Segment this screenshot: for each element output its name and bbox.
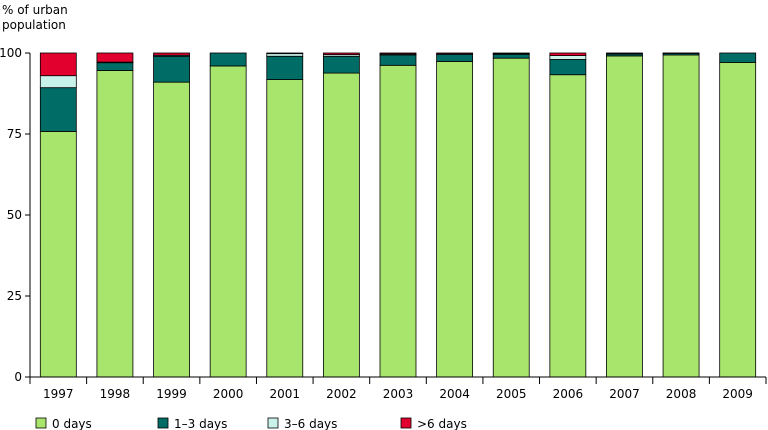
x-tick-label: 2001: [269, 387, 300, 401]
bar-segment: [492, 52, 530, 55]
x-tick-label: 1998: [100, 387, 131, 401]
bar-segment: [662, 54, 700, 378]
x-tick-label: 2009: [722, 387, 753, 401]
y-axis-label-line1: % of urban: [2, 3, 68, 17]
legend-label: >6 days: [417, 417, 467, 430]
bar-segment: [436, 52, 474, 55]
bar-stack-1999: [153, 52, 190, 378]
x-tick-label: 1997: [43, 387, 74, 401]
x-tick-label: 2003: [383, 387, 414, 401]
bar-segment: [209, 65, 247, 378]
bar-segment: [436, 53, 474, 62]
bars-group: [39, 52, 757, 378]
bar-segment: [153, 55, 190, 83]
bar-segment: [266, 52, 304, 55]
legend-item: 3–6 days: [267, 417, 337, 430]
x-tick-label: 2000: [213, 387, 244, 401]
bar-stack-2003: [379, 52, 417, 378]
y-axis-ticks: 0 25 50 75 100: [0, 46, 31, 384]
bar-segment: [379, 52, 417, 55]
legend-label: 1–3 days: [174, 417, 227, 430]
x-tick-label: 2006: [553, 387, 584, 401]
bar-segment: [322, 52, 360, 56]
bar-segment: [96, 52, 134, 63]
bar-segment: [379, 64, 417, 378]
y-tick-label: 50: [7, 208, 22, 222]
legend-swatch: [400, 417, 412, 429]
bar-segment: [322, 55, 360, 74]
bar-stack-2005: [492, 52, 530, 378]
bar-stack-1997: [39, 52, 77, 378]
y-axis-label-line2: population: [2, 18, 66, 32]
legend-label: 0 days: [52, 417, 92, 430]
bar-segment: [96, 62, 134, 71]
bar-segment: [549, 74, 587, 378]
y-tick-label: 0: [14, 370, 22, 384]
bar-stack-2000: [209, 52, 247, 378]
bar-stack-2001: [266, 52, 304, 378]
bar-segment: [96, 70, 134, 378]
legend-label: 3–6 days: [284, 417, 337, 430]
bar-segment: [39, 52, 77, 77]
bar-stack-1998: [96, 52, 134, 378]
bar-segment: [379, 54, 417, 66]
y-tick-label: 75: [7, 127, 22, 141]
x-tick-label: 2007: [609, 387, 640, 401]
bar-segment: [39, 87, 77, 132]
bar-segment: [266, 79, 304, 378]
legend-item: 1–3 days: [157, 417, 227, 430]
bar-segment: [153, 81, 190, 378]
legend-swatch: [157, 417, 169, 429]
bar-segment: [39, 131, 77, 378]
x-tick-label: 2004: [439, 387, 470, 401]
bar-segment: [436, 61, 474, 378]
bar-segment: [153, 52, 190, 56]
bar-segment: [39, 75, 77, 89]
bar-segment: [266, 55, 304, 80]
legend-item: >6 days: [400, 417, 467, 430]
x-tick-label: 2002: [326, 387, 357, 401]
bar-stack-2008: [662, 52, 700, 378]
x-tick-label: 2005: [496, 387, 527, 401]
bar-segment: [719, 52, 757, 63]
bar-stack-2009: [719, 52, 757, 378]
bar-segment: [606, 55, 643, 378]
x-axis: 1997 1998 1999 2000 2001 2002 2003 2004 2005 2006…: [29, 376, 767, 401]
bar-segment: [549, 55, 587, 60]
bar-stack-2002: [322, 52, 360, 378]
legend-swatch: [267, 417, 279, 429]
x-tick-label: 2008: [666, 387, 697, 401]
bar-segment: [322, 72, 360, 378]
legend: 0 days 1–3 days 3–6 days >6 days: [35, 417, 467, 430]
bar-segment: [492, 53, 530, 59]
bar-stack-2006: [549, 52, 587, 378]
bar-segment: [719, 61, 757, 378]
bar-segment: [606, 52, 643, 55]
legend-swatch: [35, 417, 47, 429]
x-tick-label: 1999: [156, 387, 187, 401]
bar-segment: [209, 52, 247, 67]
bar-stack-2007: [606, 52, 643, 378]
y-tick-label: 100: [0, 46, 22, 60]
legend-item: 0 days: [35, 417, 92, 430]
bar-segment: [549, 52, 587, 56]
bar-segment: [549, 59, 587, 76]
bar-segment: [492, 57, 530, 378]
bar-stack-2004: [436, 52, 474, 378]
y-tick-label: 25: [7, 289, 22, 303]
